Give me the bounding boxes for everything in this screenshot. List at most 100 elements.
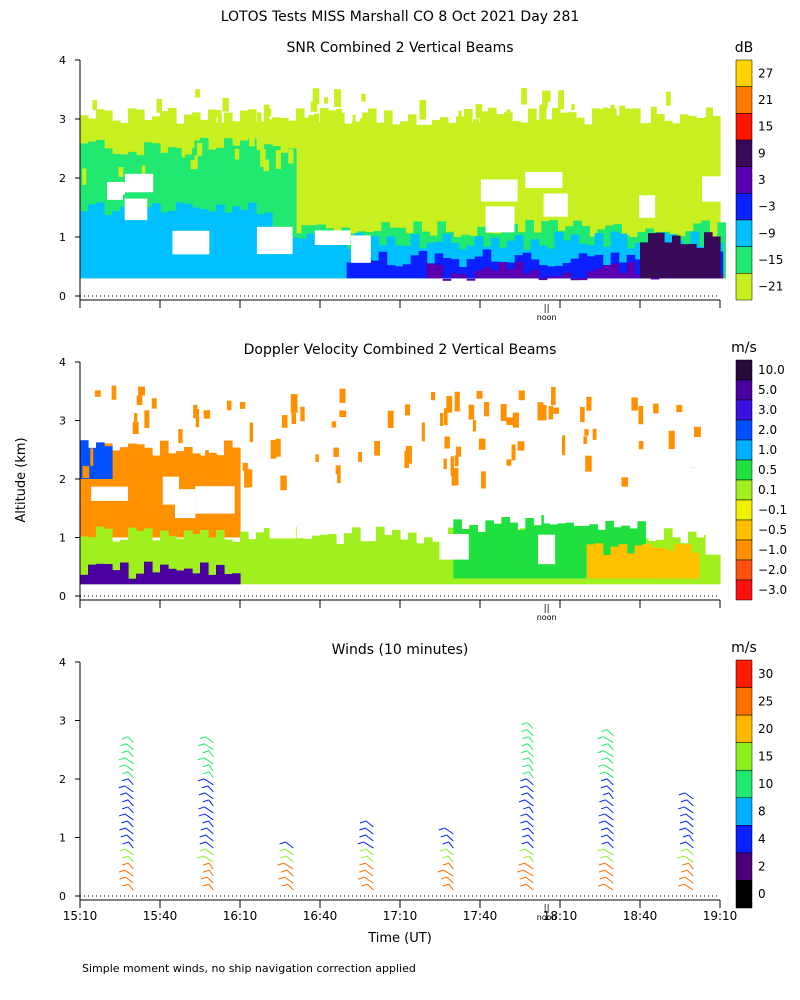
- cell-−15: [80, 143, 89, 279]
- cell-−21: [592, 108, 601, 279]
- speckle: [583, 436, 587, 444]
- wind-barb: [208, 862, 214, 870]
- colorbar-label: 15: [758, 120, 773, 134]
- wind-barb: [446, 876, 454, 884]
- speckle: [592, 147, 599, 154]
- wind-barb: [205, 841, 214, 849]
- wind-barb-flag: [599, 799, 606, 803]
- speckle: [694, 426, 701, 437]
- wind-barb: [127, 799, 134, 807]
- cell-0.1: [184, 530, 193, 585]
- wind-barb-flag: [359, 862, 366, 866]
- cell-−3: [362, 257, 372, 279]
- cell-0.1: [128, 527, 137, 585]
- cell-9: [664, 242, 673, 279]
- cell-−1.0: [152, 455, 161, 538]
- wind-barb-flag: [121, 771, 129, 775]
- speckle: [205, 450, 209, 466]
- speckle: [539, 104, 547, 123]
- colorbar-swatch: [735, 166, 753, 194]
- speckle: [553, 407, 560, 414]
- cell-0.1: [88, 537, 97, 585]
- wind-barb-flag: [522, 764, 529, 768]
- wind-barb: [606, 806, 614, 814]
- wind-barb-flag: [202, 862, 210, 866]
- wind-barb: [203, 757, 214, 765]
- speckle: [270, 440, 277, 459]
- cell-−21: [464, 108, 473, 279]
- cell-−3: [410, 255, 420, 279]
- cell-3: [570, 278, 580, 281]
- speckle: [239, 401, 246, 409]
- cell-−21: [424, 124, 433, 279]
- speckle: [617, 147, 622, 168]
- speckle: [450, 456, 454, 476]
- speckle: [266, 108, 272, 117]
- wind-barb-flag: [118, 757, 126, 761]
- wind-barb: [205, 848, 214, 856]
- speckle: [387, 410, 394, 429]
- colorbar-swatch: [735, 86, 753, 114]
- wind-barb: [283, 862, 294, 870]
- cell-0.1: [336, 543, 345, 585]
- wind-barb: [205, 834, 214, 842]
- wind-barb: [685, 841, 694, 849]
- cell-−3: [466, 259, 476, 279]
- wind-barb: [124, 764, 134, 772]
- speckle: [474, 141, 478, 152]
- cell-3: [594, 268, 604, 279]
- doppler-data: [80, 385, 725, 585]
- speckle: [653, 403, 659, 414]
- cell-−9: [120, 206, 129, 279]
- cell-−21: [688, 115, 697, 279]
- footnote: Simple moment winds, no ship navigation …: [82, 962, 416, 975]
- colorbar-swatch: [735, 59, 753, 87]
- y-tick-label: 2: [59, 473, 66, 486]
- wind-barb-flag: [521, 722, 528, 726]
- colorbar-swatch: [735, 769, 753, 799]
- wind-barb-flag: [361, 883, 368, 887]
- wind-barb-flag: [522, 771, 529, 775]
- wind-barb-flag: [520, 813, 527, 817]
- speckle: [621, 477, 629, 487]
- wind-barb: [606, 778, 614, 786]
- speckle: [443, 408, 448, 426]
- wind-barb: [604, 813, 614, 821]
- colorbar-unit: m/s: [731, 640, 757, 656]
- speckle: [585, 455, 592, 472]
- speckle: [212, 454, 218, 474]
- cell-−21: [336, 112, 345, 279]
- cell-−0.5: [586, 544, 596, 579]
- wind-barb: [125, 792, 134, 800]
- cell-−21: [384, 110, 393, 279]
- cell-−21: [552, 107, 561, 279]
- speckle: [638, 441, 644, 450]
- wind-barb: [125, 848, 134, 856]
- wind-barb-flag: [121, 750, 128, 754]
- wind-barb-flag: [202, 750, 210, 754]
- speckle: [638, 405, 644, 425]
- cell-−1.0: [144, 447, 153, 538]
- wind-barb: [686, 869, 694, 877]
- wind-barb-flag: [120, 792, 127, 796]
- cell-−3: [570, 258, 580, 279]
- wind-barb: [607, 743, 614, 751]
- data-gap: [543, 500, 566, 524]
- speckle: [468, 404, 475, 420]
- wind-barb-flag: [442, 883, 450, 887]
- cell-2.0: [80, 440, 89, 479]
- speckle: [226, 400, 232, 411]
- speckle: [193, 404, 198, 419]
- colorbar-swatch: [735, 539, 753, 561]
- cell-0.1: [432, 541, 441, 585]
- wind-barb-flag: [358, 869, 366, 873]
- speckle: [195, 89, 200, 98]
- speckle: [315, 454, 319, 462]
- cell-0.1: [392, 529, 401, 585]
- cell-−21: [312, 121, 321, 279]
- speckle: [290, 394, 298, 413]
- data-gap: [174, 489, 196, 519]
- speckle: [562, 435, 566, 456]
- cell-3: [442, 278, 452, 281]
